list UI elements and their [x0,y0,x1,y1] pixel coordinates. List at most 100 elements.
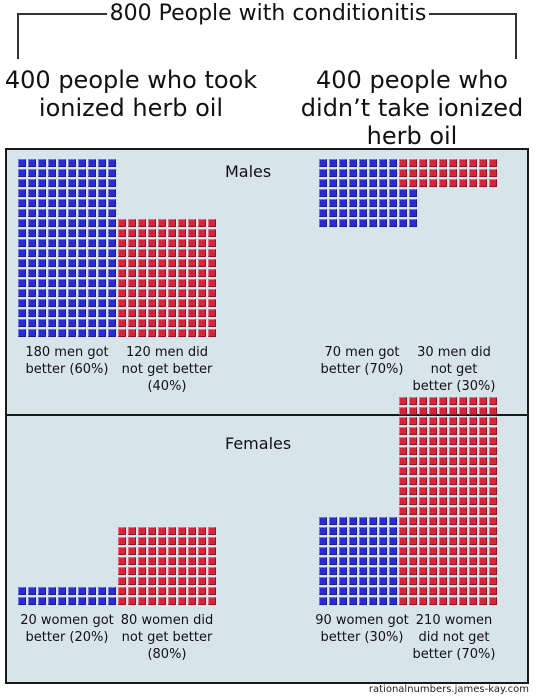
person-square [398,536,408,546]
person-square [107,168,117,178]
person-square [47,198,57,208]
person-square [468,526,478,536]
person-square [17,158,27,168]
person-square [428,406,438,416]
person-square [37,278,47,288]
person-square [97,268,107,278]
person-square [438,436,448,446]
person-square [488,566,498,576]
person-square [147,526,157,536]
person-square [338,198,348,208]
person-square [87,168,97,178]
person-square [448,536,458,546]
person-square [328,596,338,606]
person-square [368,188,378,198]
person-square [57,208,67,218]
person-square [458,576,468,586]
person-square [318,218,328,228]
person-square [468,426,478,436]
person-square [398,416,408,426]
person-square [408,456,418,466]
person-square [177,278,187,288]
person-square [187,278,197,288]
person-square [378,596,388,606]
person-square [418,436,428,446]
person-square [358,178,368,188]
person-square [378,218,388,228]
person-square [318,566,328,576]
person-square [77,258,87,268]
person-square [87,218,97,228]
person-square [398,516,408,526]
person-square [137,576,147,586]
person-square [408,178,418,188]
person-square [137,596,147,606]
person-square [458,566,468,576]
person-square [17,238,27,248]
person-square [107,318,117,328]
person-square [338,556,348,566]
person-square [468,396,478,406]
person-square [117,278,127,288]
person-square [448,466,458,476]
person-square [398,496,408,506]
person-square [157,218,167,228]
person-square [418,466,428,476]
person-square [438,406,448,416]
person-square [187,328,197,338]
person-square [187,536,197,546]
person-square [428,596,438,606]
person-square [408,446,418,456]
person-square [418,496,428,506]
person-square [207,238,217,248]
caption-females-treated-better: 20 women got better (20%) [20,613,114,645]
person-square [207,288,217,298]
person-square [488,506,498,516]
person-square [418,426,428,436]
person-square [408,586,418,596]
person-square [418,168,428,178]
person-square [117,526,127,536]
person-square [147,268,157,278]
person-square [458,178,468,188]
person-square [348,198,358,208]
person-square [358,526,368,536]
person-square [67,238,77,248]
person-square [488,546,498,556]
person-square [468,536,478,546]
person-square [197,228,207,238]
person-square [137,258,147,268]
person-square [77,238,87,248]
person-square [478,536,488,546]
person-square [478,476,488,486]
person-square [478,516,488,526]
person-square [157,228,167,238]
person-square [147,278,157,288]
person-square [408,218,418,228]
person-square [97,596,107,606]
person-square [117,546,127,556]
person-square [468,556,478,566]
person-square [187,218,197,228]
person-square [488,466,498,476]
person-square [488,556,498,566]
person-square [197,278,207,288]
person-square [127,536,137,546]
person-square [458,426,468,436]
person-square [328,188,338,198]
person-square [177,586,187,596]
person-square [107,258,117,268]
person-square [398,168,408,178]
person-square [157,278,167,288]
person-square [428,536,438,546]
person-square [478,168,488,178]
person-square [107,158,117,168]
person-square [47,188,57,198]
person-square [37,198,47,208]
person-square [448,476,458,486]
person-square [187,268,197,278]
person-square [107,278,117,288]
person-square [167,556,177,566]
person-square [177,536,187,546]
person-square [57,328,67,338]
